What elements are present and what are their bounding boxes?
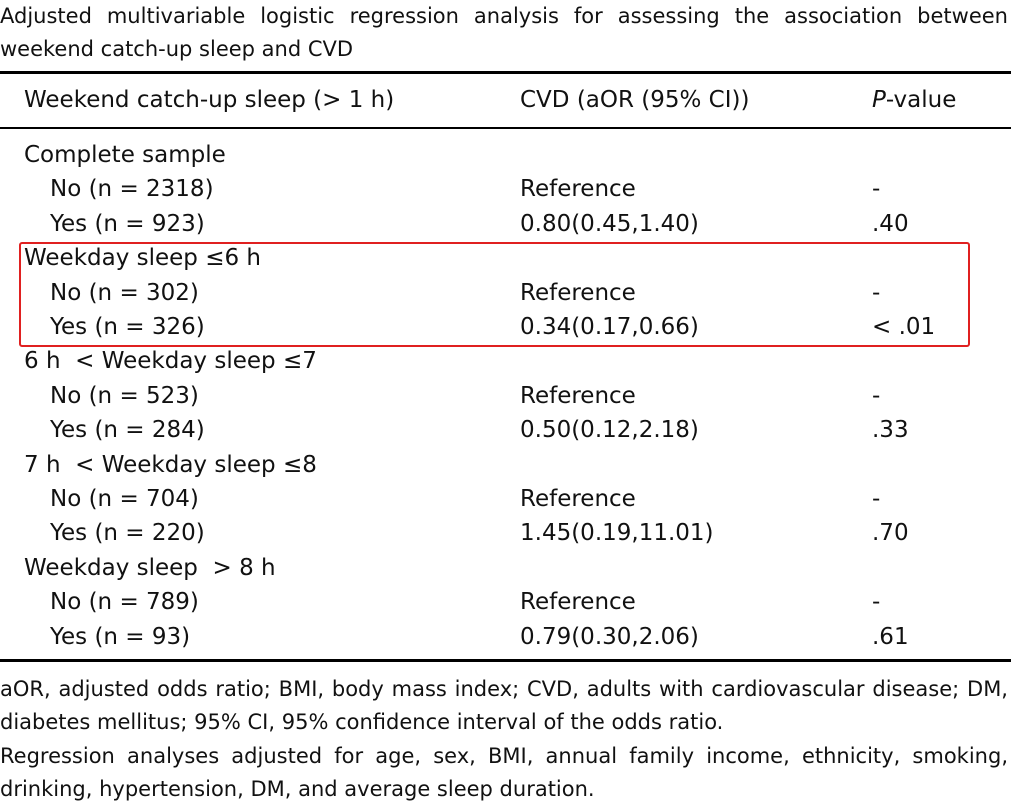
- bottom-rule: [0, 659, 1011, 662]
- cell: Reference: [520, 176, 636, 203]
- header-cell: P-value: [872, 86, 956, 114]
- cell: Yes (n = 923): [50, 210, 205, 237]
- cell: Yes (n = 326): [50, 314, 205, 340]
- footnote: Regression analyses adjusted for age, se…: [0, 744, 1008, 801]
- cell: < .01: [872, 314, 936, 340]
- cell: No (n = 789): [50, 589, 199, 616]
- header-cell: CVD (aOR (95% CI)): [520, 87, 750, 113]
- footnote: aOR, adjusted odds ratio; BMI, body mass…: [0, 677, 1008, 734]
- header-text: -value: [885, 87, 957, 113]
- cell: 0.79(0.30,2.06): [520, 623, 699, 650]
- cell: Reference: [520, 589, 636, 616]
- cell: -: [872, 279, 881, 306]
- group-label: Weekday sleep > 8 h: [24, 554, 276, 581]
- group-label: Complete sample: [24, 142, 226, 168]
- cell: Reference: [520, 382, 636, 409]
- group-label: Weekday sleep ≤6 h: [24, 245, 262, 272]
- cell: No (n = 523): [50, 382, 199, 409]
- cell: -: [872, 486, 881, 512]
- header-cell: Weekend catch-up sleep (> 1 h): [24, 87, 395, 113]
- cell: Reference: [520, 486, 636, 512]
- cell: No (n = 302): [50, 279, 199, 306]
- header-italic: P: [872, 87, 886, 113]
- cell: No (n = 704): [50, 486, 199, 512]
- cell: -: [872, 589, 881, 616]
- cell: 1.45(0.19,11.01): [520, 520, 714, 547]
- cell: Yes (n = 93): [50, 623, 191, 650]
- cell: -: [872, 382, 881, 409]
- highlight-box: [19, 242, 970, 347]
- cell: Yes (n = 220): [50, 520, 205, 547]
- group-label: 6 h < Weekday sleep ≤7: [24, 348, 317, 375]
- cell: -: [872, 176, 881, 203]
- top-rule: [0, 71, 1011, 74]
- cell: .70: [872, 520, 909, 547]
- cell: Yes (n = 284): [50, 417, 205, 444]
- cell: .61: [872, 623, 909, 650]
- cell: .33: [872, 417, 909, 444]
- cell: .40: [872, 210, 909, 237]
- cell: 0.34(0.17,0.66): [520, 314, 699, 340]
- group-label: 7 h < Weekday sleep ≤8: [24, 451, 317, 478]
- cell: 0.80(0.45,1.40): [520, 210, 699, 237]
- header-rule: [0, 127, 1011, 129]
- cell: No (n = 2318): [50, 176, 214, 203]
- cell: Reference: [520, 279, 636, 306]
- caption: Adjusted multivariable logistic regressi…: [0, 4, 1008, 61]
- cell: 0.50(0.12,2.18): [520, 417, 699, 444]
